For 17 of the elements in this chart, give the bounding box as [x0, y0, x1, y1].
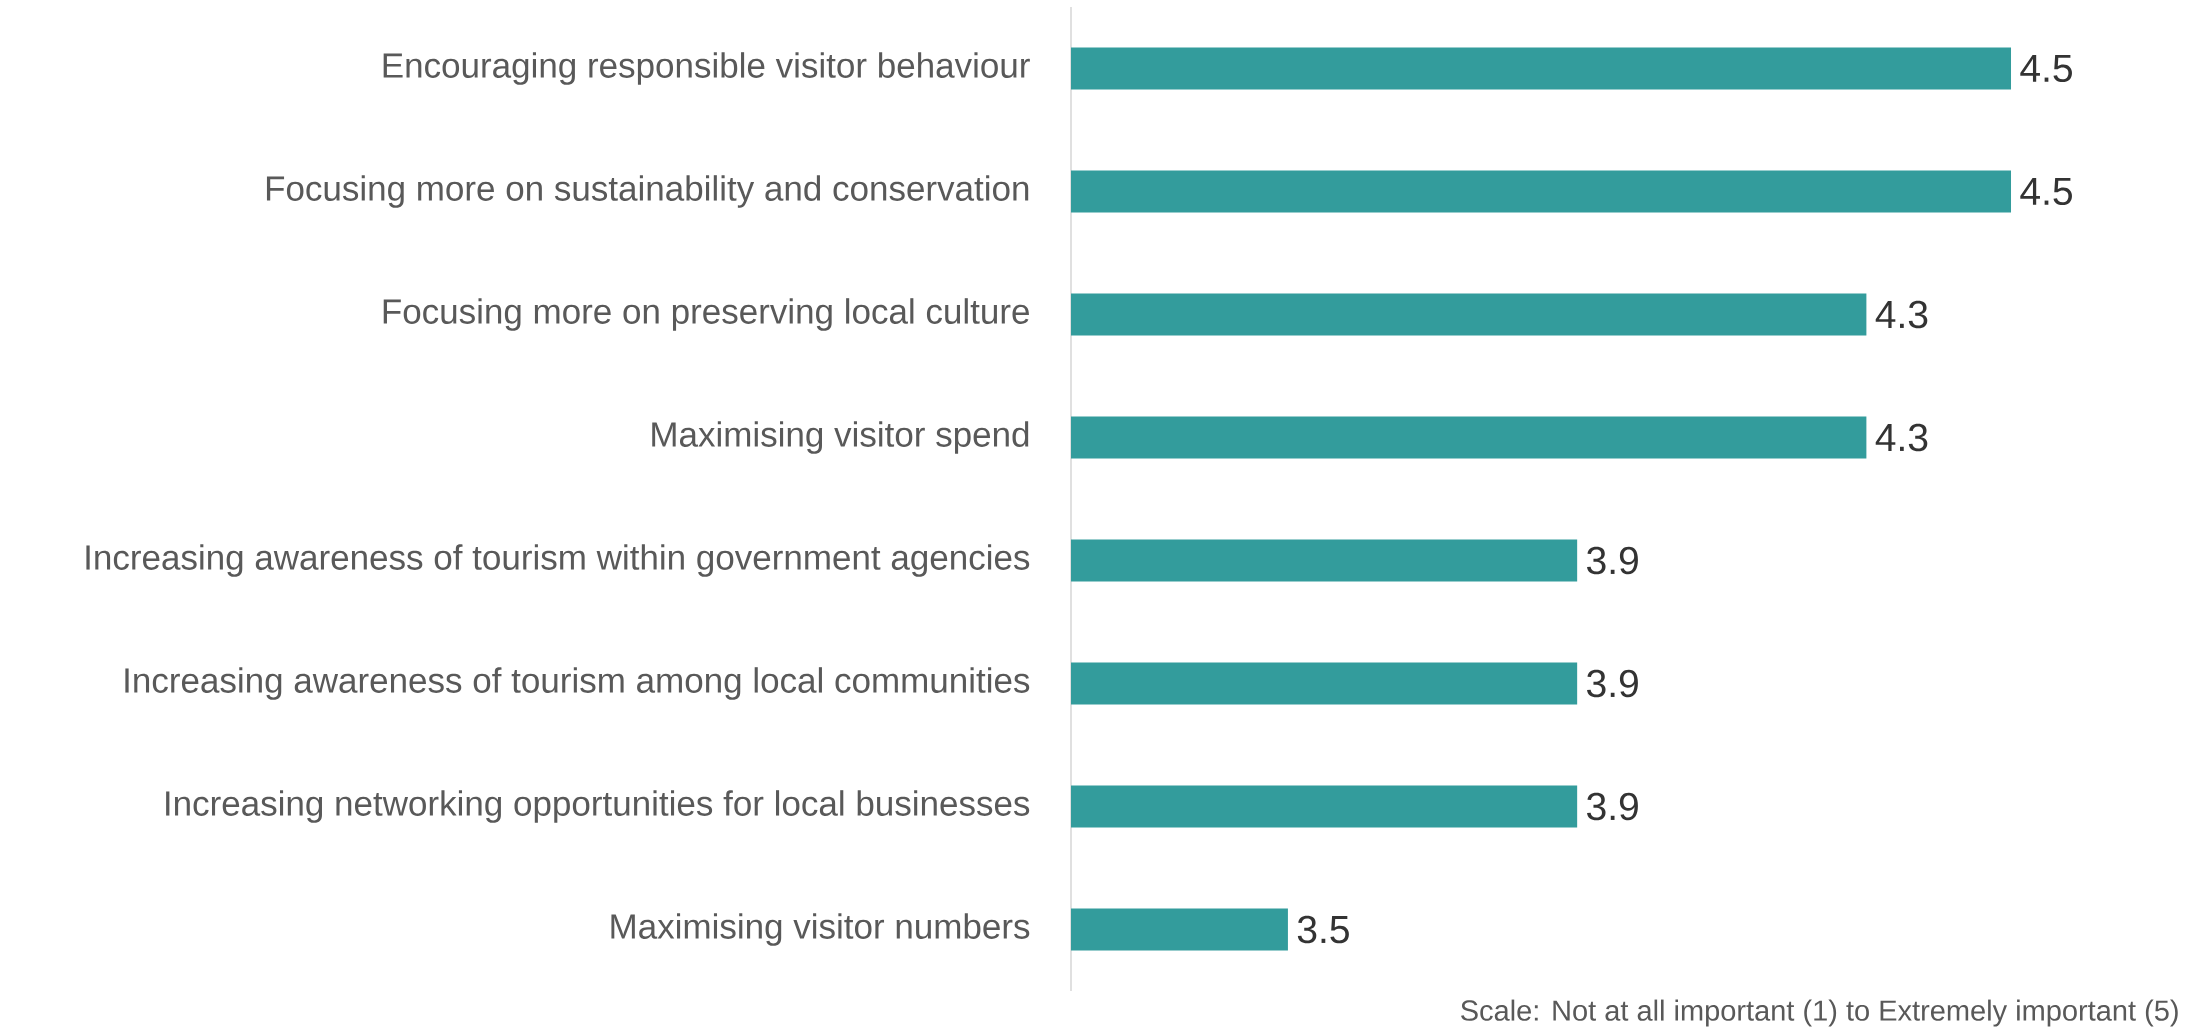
y-tick-label: Focusing more on sustainability and conservation — [266, 175, 1029, 208]
y-tick-label: Focusing more on preserving local culture — [383, 298, 1029, 331]
data-label: 4.5 — [2020, 54, 2072, 83]
data-label: 3.5 — [1297, 915, 1349, 944]
data-label: 3.9 — [1587, 792, 1638, 821]
y-tick-label: Increasing awareness of tourism within government agencies — [86, 544, 1030, 577]
y-tick-label: Maximising visitor numbers — [611, 913, 1030, 946]
data-label: 4.3 — [1875, 423, 1928, 452]
text: Scale: Not at all important (1) to Extremely important (5) — [1461, 999, 2178, 1027]
y-tick-label: Increasing networking opportunities for local businesses — [166, 790, 1030, 823]
y-tick-label: Encouraging responsible visitor behaviour — [383, 52, 1030, 85]
data-label: 3.9 — [1587, 546, 1638, 575]
y-tick-label: Increasing awareness of tourism among local communities — [125, 667, 1030, 700]
data-label: 3.9 — [1587, 669, 1638, 698]
data-label: 4.3 — [1875, 300, 1928, 329]
data-label: 4.5 — [2020, 177, 2072, 206]
y-tick-label: Maximising visitor spend — [652, 421, 1029, 454]
